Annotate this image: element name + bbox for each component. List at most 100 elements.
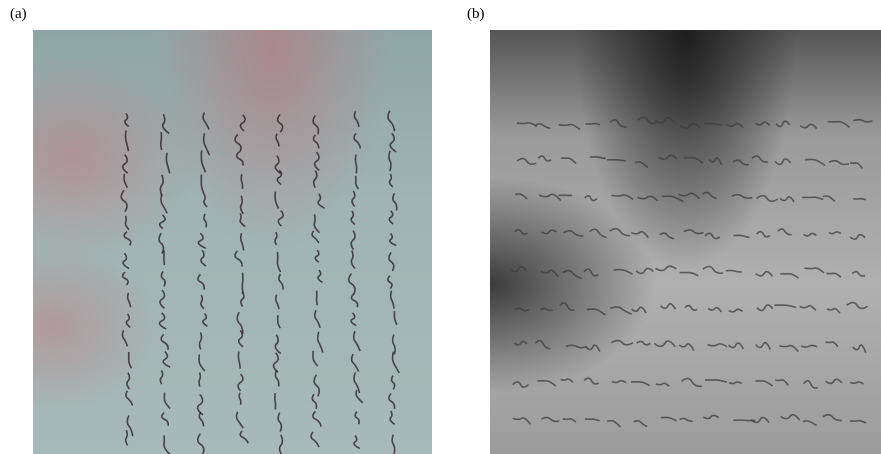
ink-stroke bbox=[204, 133, 210, 155]
ink-stroke bbox=[776, 121, 789, 126]
ink-stroke bbox=[352, 294, 358, 307]
ink-stroke bbox=[607, 421, 620, 427]
ink-stroke bbox=[278, 115, 283, 133]
ink-stroke bbox=[517, 123, 537, 127]
ink-stroke bbox=[802, 197, 823, 199]
ink-stroke bbox=[318, 332, 323, 353]
ink-stroke bbox=[204, 194, 207, 207]
ink-stroke bbox=[685, 306, 697, 311]
ink-stroke bbox=[801, 345, 817, 347]
ink-stroke bbox=[315, 310, 320, 328]
ink-stroke bbox=[611, 341, 633, 345]
ink-stroke bbox=[705, 233, 720, 238]
ink-stroke bbox=[659, 155, 677, 159]
ink-stroke bbox=[201, 150, 205, 172]
ink-stroke bbox=[126, 314, 130, 327]
ink-stroke bbox=[684, 230, 704, 234]
ink-stroke bbox=[780, 415, 799, 420]
ink-stroke bbox=[240, 115, 245, 131]
ink-stroke bbox=[852, 272, 865, 276]
ink-stroke bbox=[587, 309, 606, 315]
ink-stroke bbox=[392, 376, 395, 390]
ink-stroke bbox=[198, 434, 204, 454]
ink-stroke bbox=[128, 293, 131, 307]
ink-stroke bbox=[655, 118, 675, 123]
ink-stroke bbox=[201, 250, 206, 266]
ink-stroke bbox=[537, 381, 556, 386]
ink-stroke bbox=[755, 122, 769, 125]
ink-stroke bbox=[162, 413, 168, 426]
ink-stroke bbox=[123, 253, 129, 268]
ink-stroke bbox=[276, 295, 279, 310]
ink-stroke bbox=[355, 412, 359, 425]
ink-texture bbox=[33, 30, 432, 454]
ink-stroke bbox=[355, 154, 356, 173]
ink-stroke bbox=[354, 111, 359, 126]
ink-stroke bbox=[563, 271, 582, 279]
ink-stroke bbox=[160, 290, 164, 308]
ink-stroke bbox=[726, 124, 743, 128]
ink-stroke bbox=[541, 270, 558, 277]
ink-stroke bbox=[559, 124, 580, 129]
ink-stroke bbox=[163, 114, 169, 133]
ink-stroke bbox=[160, 215, 165, 229]
ink-stroke bbox=[850, 421, 866, 423]
ink-stroke bbox=[850, 163, 862, 169]
ink-stroke bbox=[238, 374, 243, 391]
manuscript-image-gray bbox=[490, 30, 881, 454]
ink-stroke bbox=[388, 276, 392, 289]
ink-stroke bbox=[314, 214, 319, 232]
ink-stroke bbox=[635, 162, 648, 168]
ink-stroke bbox=[125, 113, 129, 126]
ink-stroke bbox=[826, 342, 838, 347]
ink-stroke bbox=[541, 417, 559, 421]
ink-stroke bbox=[517, 159, 536, 165]
ink-stroke bbox=[662, 196, 684, 202]
ink-stroke bbox=[314, 171, 317, 188]
ink-stroke bbox=[164, 435, 170, 454]
ink-stroke bbox=[757, 232, 770, 237]
ink-stroke bbox=[161, 334, 168, 349]
ink-stroke bbox=[354, 331, 361, 351]
ink-stroke bbox=[540, 309, 552, 311]
ink-stroke bbox=[756, 272, 773, 277]
ink-stroke bbox=[315, 250, 318, 262]
ink-stroke bbox=[705, 380, 727, 382]
ink-stroke bbox=[584, 269, 598, 276]
ink-stroke bbox=[198, 233, 206, 248]
ink-stroke bbox=[200, 332, 202, 349]
ink-stroke bbox=[732, 195, 753, 198]
ink-stroke bbox=[539, 194, 561, 200]
ink-stroke bbox=[315, 152, 320, 170]
ink-stroke bbox=[242, 273, 243, 294]
ink-stroke bbox=[160, 313, 167, 329]
ink-stroke bbox=[538, 156, 551, 161]
ink-stroke bbox=[805, 159, 825, 165]
ink-stroke bbox=[560, 379, 573, 382]
ink-stroke bbox=[389, 393, 395, 408]
ink-stroke bbox=[590, 229, 607, 237]
ink-stroke bbox=[129, 352, 132, 368]
ink-stroke bbox=[126, 130, 129, 151]
ink-stroke bbox=[535, 341, 550, 349]
ink-stroke bbox=[684, 158, 703, 164]
ink-stroke bbox=[127, 373, 130, 389]
ink-stroke bbox=[313, 351, 318, 366]
ink-stroke bbox=[276, 134, 279, 147]
ink-stroke bbox=[656, 383, 669, 386]
ink-stroke bbox=[780, 274, 798, 278]
ink-stroke bbox=[803, 421, 817, 426]
ink-stroke bbox=[563, 231, 583, 236]
ink-stroke bbox=[241, 292, 244, 306]
ink-stroke bbox=[351, 251, 355, 269]
ink-stroke bbox=[729, 382, 742, 384]
ink-stroke bbox=[198, 394, 203, 415]
ink-stroke bbox=[278, 211, 283, 227]
ink-stroke bbox=[847, 303, 868, 309]
ink-stroke bbox=[313, 115, 318, 134]
ink-stroke bbox=[277, 252, 280, 272]
ink-stroke bbox=[388, 111, 395, 131]
ink-stroke bbox=[199, 354, 205, 371]
ink-stroke bbox=[733, 160, 749, 165]
ink-stroke bbox=[704, 124, 721, 126]
